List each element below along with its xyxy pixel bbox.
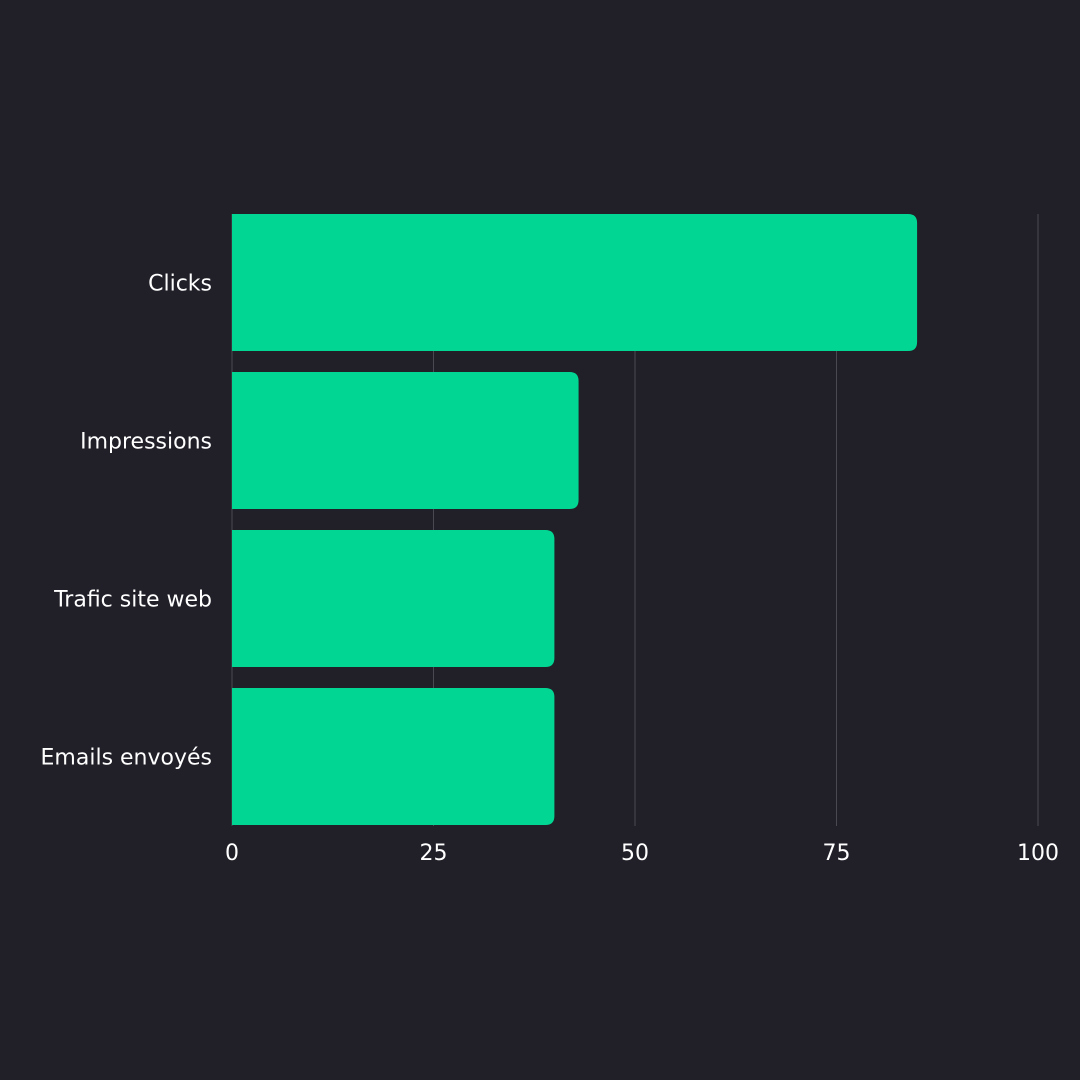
bars — [232, 214, 918, 825]
category-label: Emails envoyés — [41, 746, 212, 771]
x-tick-label: 75 — [823, 841, 851, 866]
bar-emails-envoy-s — [232, 688, 555, 825]
category-label: Clicks — [148, 272, 212, 297]
bar-impressions — [232, 372, 579, 509]
category-label: Impressions — [80, 430, 212, 455]
x-tick-label: 0 — [225, 841, 239, 866]
category-label: Trafic site web — [53, 588, 212, 613]
x-tick-label: 50 — [621, 841, 649, 866]
category-labels: Clicks Impressions Trafic site web Emails e… — [41, 272, 212, 771]
x-axis-ticks: 0 25 50 75 100 — [225, 841, 1059, 866]
bar-trafic-site-web — [232, 530, 555, 667]
x-tick-label: 25 — [420, 841, 448, 866]
x-tick-label: 100 — [1017, 841, 1059, 866]
bar-clicks — [232, 214, 918, 351]
